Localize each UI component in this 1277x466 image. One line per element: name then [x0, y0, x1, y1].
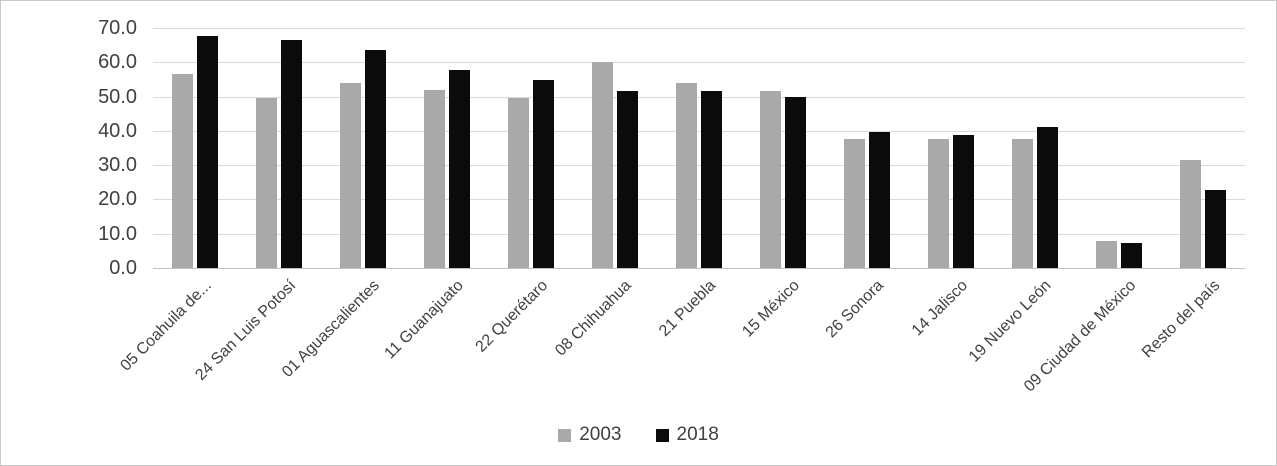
bar-2003-12	[1096, 240, 1117, 268]
x-category-label-5: 22 Querétaro	[472, 277, 552, 356]
bar-2003-4	[424, 89, 445, 268]
bar-2003-6	[592, 62, 613, 268]
y-tick-label-0: 0.0	[109, 257, 137, 279]
y-tick-label-30: 30.0	[98, 154, 137, 177]
bar-2018-8	[785, 96, 806, 268]
legend-item-2018: 2018	[655, 424, 719, 446]
x-category-label-10: 14 Jalisco	[908, 277, 972, 340]
x-category-label-4: 11 Guanajuato	[381, 277, 468, 363]
legend-label-2003: 2003	[579, 424, 622, 445]
x-category-label-7: 21 Puebla	[656, 277, 720, 340]
x-category-label-13: Resto del país	[1138, 277, 1224, 362]
bar-2018-11	[1037, 126, 1058, 268]
bar-2003-10	[928, 139, 949, 268]
bar-2003-9	[844, 139, 865, 268]
bar-2018-3	[365, 49, 386, 268]
bar-2018-5	[533, 80, 554, 268]
y-tick-label-60: 60.0	[98, 51, 137, 74]
bar-2018-2	[281, 39, 302, 268]
legend-item-2003: 2003	[558, 424, 622, 446]
bar-2003-5	[508, 98, 529, 268]
bar-2003-8	[760, 91, 781, 268]
gridline-50	[153, 96, 1245, 98]
chart-legend: 2003 2018	[1, 424, 1276, 446]
gridline-0	[153, 268, 1245, 269]
gridline-40	[153, 130, 1245, 132]
bar-2018-1	[197, 35, 218, 268]
gridline-20	[153, 199, 1245, 201]
x-category-label-9: 26 Sonora	[822, 277, 888, 342]
y-tick-label-50: 50.0	[98, 85, 137, 108]
bar-2003-1	[172, 73, 193, 268]
bar-2018-9	[869, 131, 890, 268]
legend-label-2018: 2018	[676, 424, 719, 445]
x-category-label-11: 19 Nuevo León	[966, 277, 1056, 366]
bar-2018-6	[617, 90, 638, 268]
y-tick-label-10: 10.0	[98, 222, 137, 245]
bar-2003-13	[1180, 160, 1201, 268]
y-tick-label-20: 20.0	[98, 188, 137, 211]
x-category-label-6: 08 Chihuahua	[552, 277, 636, 360]
gridline-30	[153, 165, 1245, 167]
bar-2018-7	[701, 91, 722, 268]
x-category-label-1: 05 Coahuila de...	[117, 277, 216, 375]
bar-2018-4	[449, 69, 470, 268]
bar-2018-10	[953, 135, 974, 268]
gridline-70	[153, 28, 1245, 29]
bar-2003-11	[1012, 139, 1033, 268]
bar-2003-3	[340, 82, 361, 268]
x-category-label-8: 15 México	[739, 277, 804, 341]
bar-2003-7	[676, 82, 697, 268]
bar-2018-12	[1121, 242, 1142, 268]
gridline-60	[153, 62, 1245, 64]
bar-2018-13	[1205, 190, 1226, 268]
y-tick-label-40: 40.0	[98, 119, 137, 142]
legend-swatch-2003-icon	[558, 428, 572, 442]
y-tick-label-70: 70.0	[98, 17, 137, 39]
bar-2003-2	[256, 98, 277, 268]
gridline-10	[153, 233, 1245, 235]
legend-swatch-2018-icon	[655, 428, 669, 442]
